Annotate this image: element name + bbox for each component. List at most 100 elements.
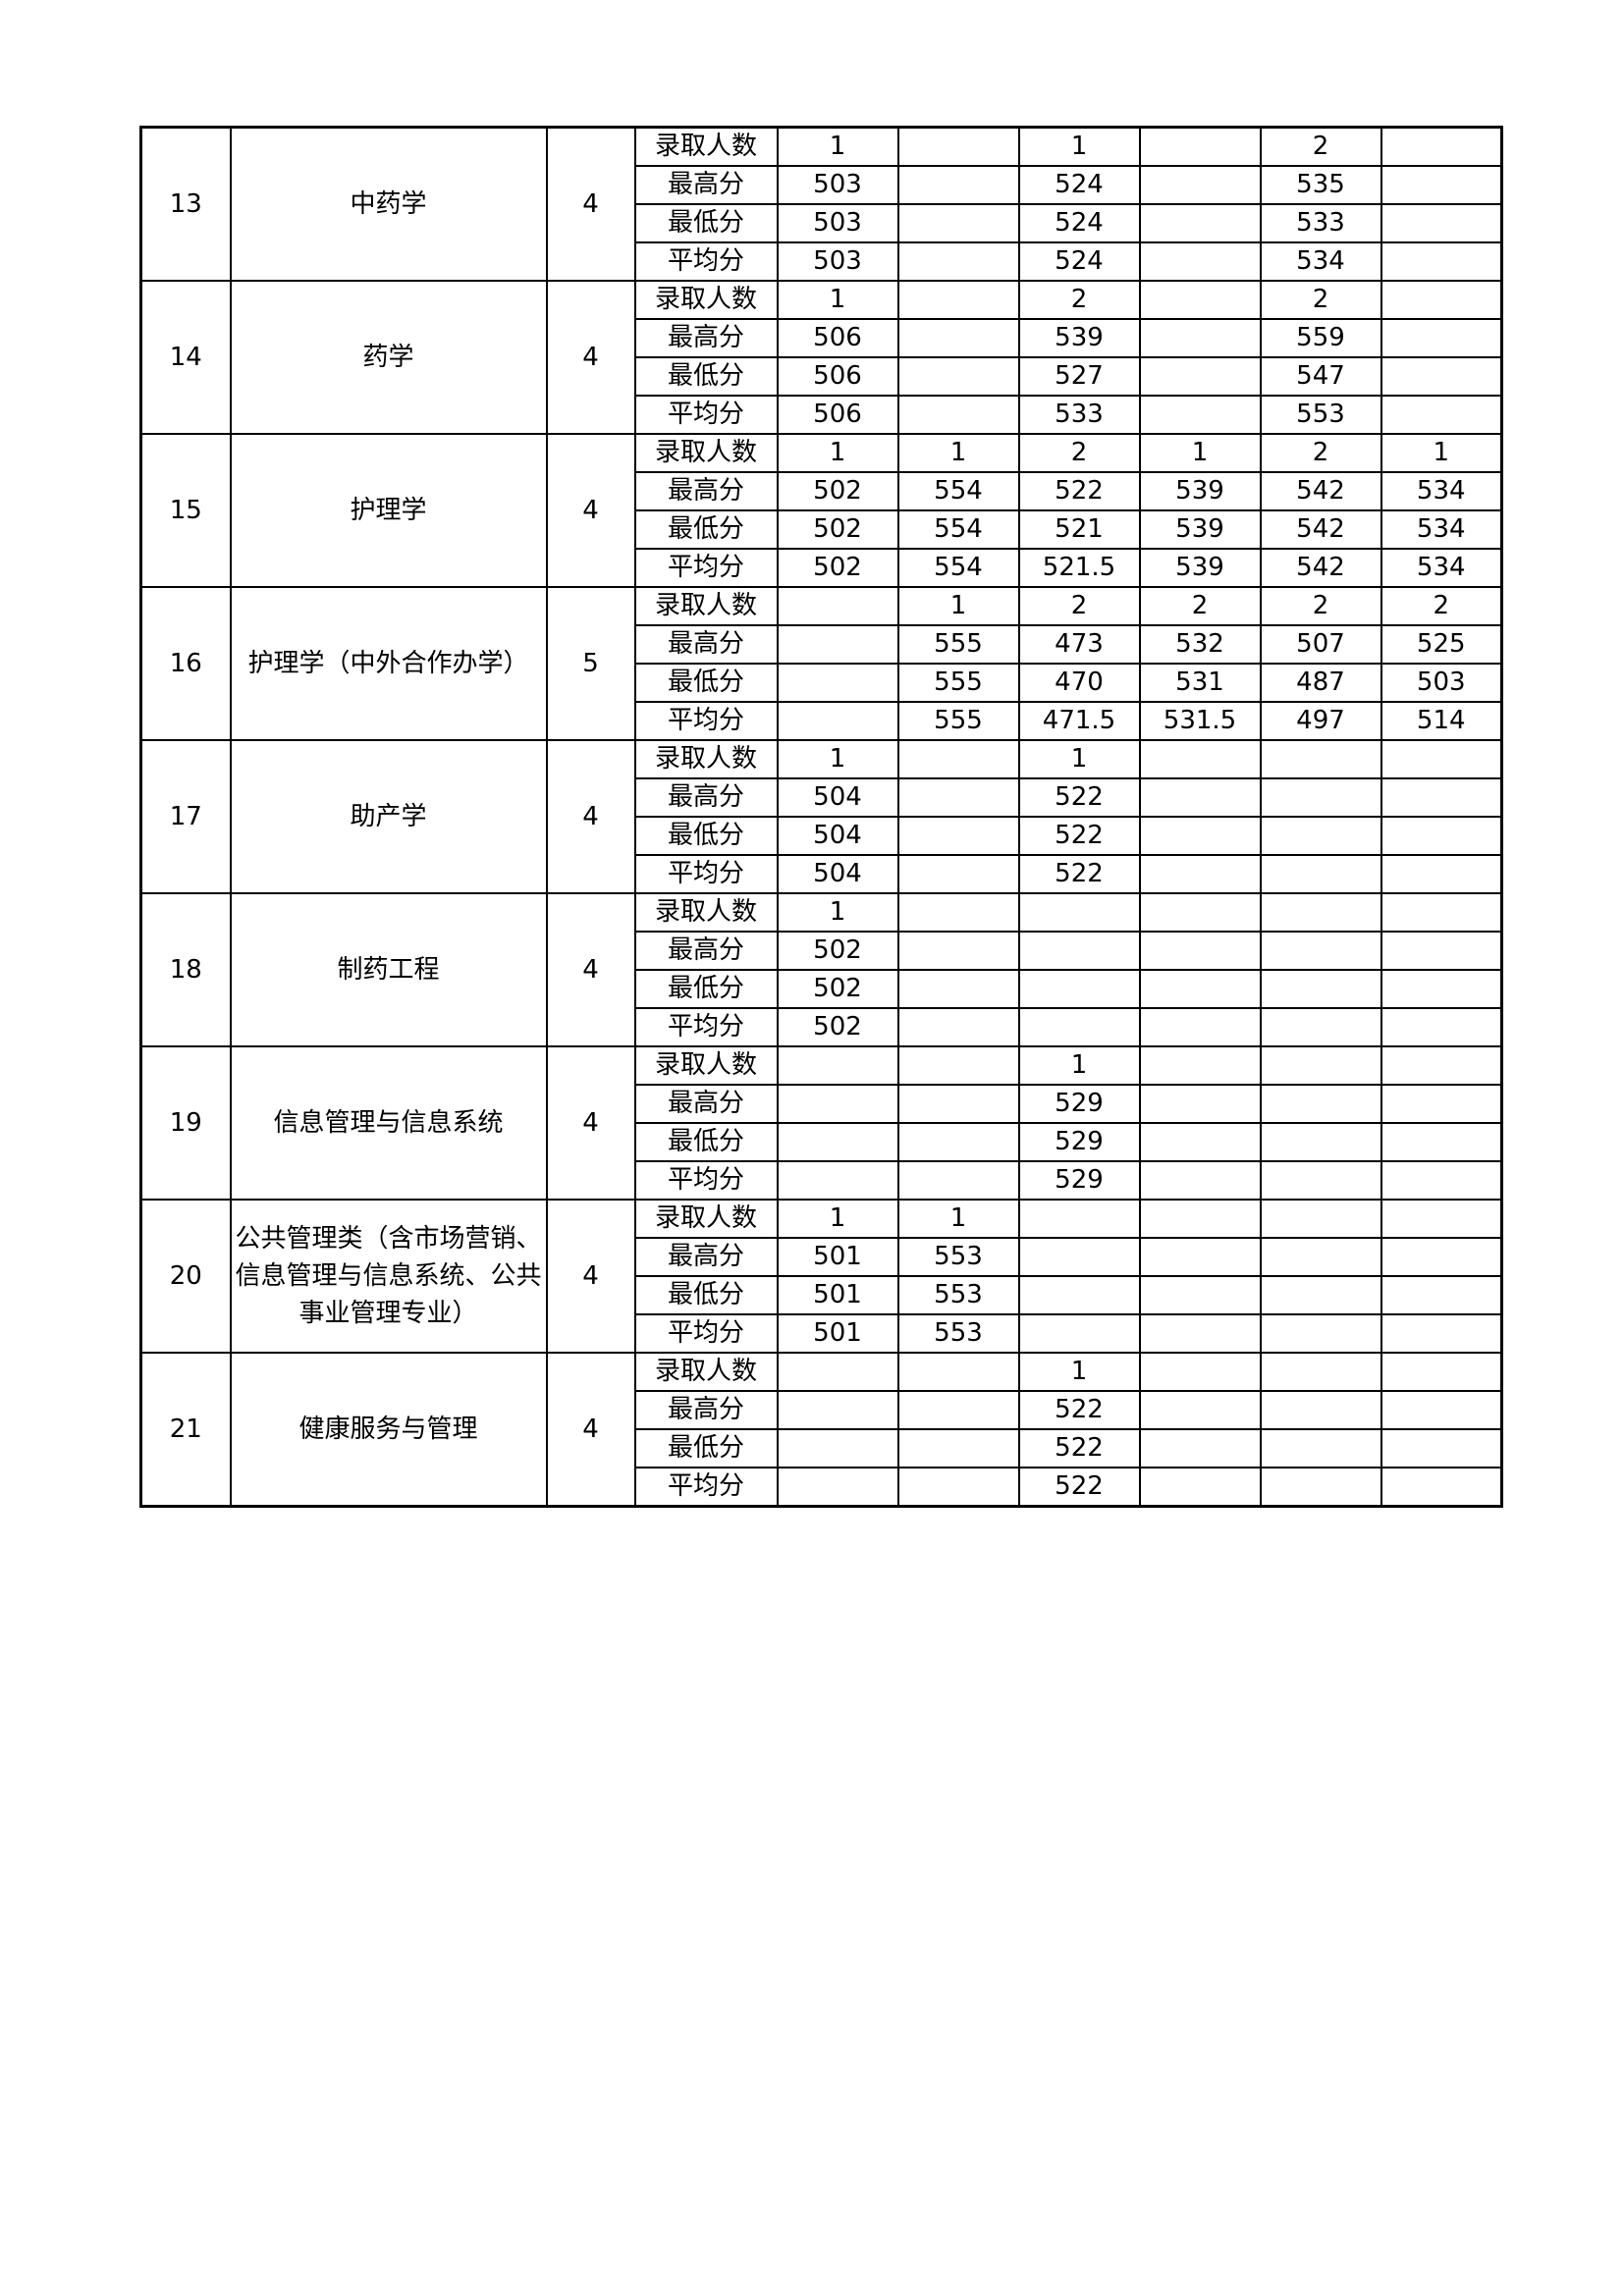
empty-cell: [1259, 1122, 1382, 1162]
metric-label: 平均分: [633, 1467, 779, 1508]
table-row: 最高分 555 473 532 507 525: [141, 624, 1503, 665]
table-row: 平均分 503 524 534: [141, 241, 1503, 282]
score-cell: 2: [1259, 433, 1382, 473]
empty-cell: [1138, 395, 1262, 435]
empty-cell: [1138, 1390, 1262, 1430]
empty-cell: [1259, 816, 1382, 856]
score-cell: 2: [1259, 126, 1382, 167]
empty-cell: [1138, 969, 1262, 1009]
score-cell: 555: [896, 701, 1020, 741]
empty-cell: [1259, 1237, 1382, 1277]
table-row: 平均分 502: [141, 1007, 1503, 1047]
score-cell: 1: [776, 433, 899, 473]
metric-label: 平均分: [633, 854, 779, 894]
study-years: 4: [545, 433, 636, 588]
score-cell: 1: [1017, 1045, 1141, 1086]
metric-label: 平均分: [633, 1313, 779, 1354]
empty-cell: [776, 586, 899, 626]
empty-cell: [1380, 1313, 1503, 1354]
empty-cell: [1259, 1045, 1382, 1086]
score-cell: 2: [1017, 433, 1141, 473]
empty-cell: [1380, 969, 1503, 1009]
score-cell: 521: [1017, 509, 1141, 550]
empty-cell: [776, 1045, 899, 1086]
score-cell: 554: [896, 471, 1020, 511]
score-cell: 497: [1259, 701, 1382, 741]
score-cell: 501: [776, 1275, 899, 1315]
empty-cell: [1017, 892, 1141, 933]
empty-cell: [1380, 356, 1503, 397]
score-cell: 506: [776, 318, 899, 358]
empty-cell: [1138, 241, 1262, 282]
table-row: 最低分 502: [141, 969, 1503, 1009]
score-cell: 1: [896, 1199, 1020, 1239]
empty-cell: [1380, 854, 1503, 894]
score-cell: 2: [1138, 586, 1262, 626]
empty-cell: [896, 203, 1020, 243]
table-row: 平均分 529: [141, 1160, 1503, 1201]
row-number: 17: [139, 739, 232, 894]
score-cell: 522: [1017, 854, 1141, 894]
score-cell: 553: [896, 1275, 1020, 1315]
score-cell: 524: [1017, 165, 1141, 205]
empty-cell: [896, 892, 1020, 933]
empty-cell: [1380, 1045, 1503, 1086]
major-name: 制药工程: [229, 892, 548, 1047]
table-row: 14 药学 4 录取人数 1 2 2: [139, 280, 1503, 435]
score-cell: 553: [896, 1313, 1020, 1354]
score-cell: 522: [1017, 1428, 1141, 1468]
metric-label: 最低分: [633, 969, 779, 1009]
score-cell: 527: [1017, 356, 1141, 397]
empty-cell: [896, 280, 1020, 320]
metric-label: 平均分: [633, 1007, 779, 1047]
empty-cell: [1017, 1007, 1141, 1047]
empty-cell: [1138, 1275, 1262, 1315]
score-cell: 501: [776, 1313, 899, 1354]
table-row: 最高分 522: [141, 1390, 1503, 1430]
empty-cell: [1138, 777, 1262, 818]
score-cell: 470: [1017, 663, 1141, 703]
table-row: 最高分 506 539 559: [141, 318, 1503, 358]
score-cell: 535: [1259, 165, 1382, 205]
metric-label: 最低分: [633, 663, 779, 703]
study-years: 4: [545, 1045, 636, 1201]
empty-cell: [1138, 126, 1262, 167]
empty-cell: [896, 1007, 1020, 1047]
metric-label: 平均分: [633, 548, 779, 588]
score-cell: 502: [776, 969, 899, 1009]
empty-cell: [1138, 1160, 1262, 1201]
empty-cell: [1380, 1467, 1503, 1508]
score-cell: 1: [896, 586, 1020, 626]
score-cell: 522: [1017, 1467, 1141, 1508]
empty-cell: [1138, 1007, 1262, 1047]
table-row: 平均分 502 554 521.5 539 542 534: [141, 548, 1503, 588]
empty-cell: [1138, 356, 1262, 397]
empty-cell: [776, 1390, 899, 1430]
score-cell: 554: [896, 509, 1020, 550]
score-cell: 532: [1138, 624, 1262, 665]
empty-cell: [776, 1352, 899, 1392]
empty-cell: [1138, 1313, 1262, 1354]
score-cell: 1: [776, 1199, 899, 1239]
empty-cell: [1380, 777, 1503, 818]
empty-cell: [896, 739, 1020, 779]
score-cell: 502: [776, 931, 899, 971]
row-number: 16: [139, 586, 232, 741]
score-cell: 514: [1380, 701, 1503, 741]
score-cell: 1: [776, 739, 899, 779]
empty-cell: [896, 777, 1020, 818]
table-row: 平均分 522: [141, 1467, 1503, 1508]
metric-label: 最高分: [633, 471, 779, 511]
empty-cell: [776, 1428, 899, 1468]
major-name: 护理学: [229, 433, 548, 588]
table-row: 平均分 506 533 553: [141, 395, 1503, 435]
table-row: 20 公共管理类（含市场营销、信息管理与信息系统、公共事业管理专业） 4 录取人数 1 1: [139, 1199, 1503, 1354]
table-row: 最高分 502: [141, 931, 1503, 971]
empty-cell: [896, 395, 1020, 435]
row-number: 21: [139, 1352, 232, 1508]
metric-label: 平均分: [633, 395, 779, 435]
empty-cell: [1259, 1160, 1382, 1201]
metric-label: 最高分: [633, 1390, 779, 1430]
table-row: 17 助产学 4 录取人数 1 1: [139, 739, 1503, 894]
empty-cell: [1138, 1045, 1262, 1086]
